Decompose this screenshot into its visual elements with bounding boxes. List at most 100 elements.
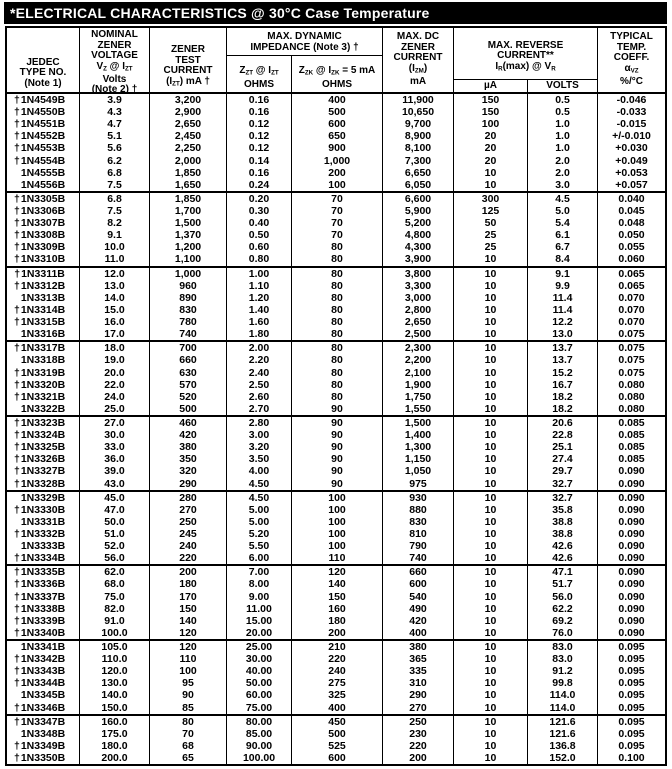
cell-jedec-type: † 1N3337B — [7, 590, 80, 603]
table-row: 1N3345B 140.0 90 60.00 325 290 10 114.0 … — [7, 689, 665, 702]
table-row: † 1N3339B 91.0 140 15.00 180 420 10 69.2 … — [7, 614, 665, 627]
cell-test-current: 630 — [150, 366, 227, 379]
cell-jedec-type: 1N3329B — [7, 491, 80, 504]
table-row: † 1N3319B 20.0 630 2.40 80 2,100 10 15.2 … — [7, 366, 665, 379]
cell-zzk-impedance: 400 — [292, 701, 383, 714]
cell-zzk-impedance: 70 — [292, 217, 383, 230]
cell-temp-coeff: +0.053 — [615, 166, 648, 179]
part-number: † 1N3340B — [13, 626, 66, 639]
part-number: 1N3333B — [20, 540, 66, 553]
cell-nominal-voltage: 100.0 — [80, 626, 150, 639]
table-row: 1N3316B 17.0 740 1.80 80 2,500 10 13.0 0… — [7, 328, 665, 341]
cell-reverse-volts: 27.4 — [528, 453, 598, 466]
cell-jedec-type: † 1N3306B — [7, 205, 80, 218]
cell-reverse-ua: 10 — [454, 614, 528, 627]
header-impedance-group: MAX. DYNAMIC IMPEDANCE (Note 3) † — [227, 28, 383, 56]
dagger-mark: † — [13, 366, 20, 379]
cell-zzk-impedance: 90 — [292, 477, 383, 490]
dagger-mark: † — [13, 578, 20, 591]
cell-max-dc-current: 2,300 — [383, 342, 454, 355]
part-number: 1N3322B — [20, 402, 66, 415]
cell-temp-coeff: 0.095 — [618, 689, 645, 702]
cell-nominal-voltage: 50.0 — [80, 515, 150, 528]
cell-max-dc-current: 2,500 — [383, 328, 454, 341]
cell-test-current: 1,650 — [150, 178, 227, 191]
cell-reverse-ua: 10 — [454, 279, 528, 292]
cell-reverse-volts: 76.0 — [528, 626, 598, 639]
table-row: † 1N3340B 100.0 120 20.00 200 400 10 76.0… — [7, 626, 665, 639]
header-reverse-current-group: MAX. REVERSE CURRENT** IR(max) @ VR — [454, 28, 598, 80]
cell-zzk-impedance: 80 — [292, 316, 383, 329]
table-row: † 1N3346B 150.0 85 75.00 400 270 10 114.0… — [7, 701, 665, 714]
dagger-mark: † — [13, 94, 20, 107]
cell-nominal-voltage: 51.0 — [80, 527, 150, 541]
cell-max-dc-current: 975 — [383, 477, 454, 490]
cell-jedec-type: † 1N3330B — [7, 503, 80, 516]
cell-reverse-volts: 5.0 — [528, 205, 598, 218]
cell-test-current: 68 — [150, 739, 227, 752]
cell-reverse-ua: 10 — [454, 366, 528, 379]
part-number: 1N3318B — [20, 354, 66, 367]
table-row: † 1N3317B 18.0 700 2.00 80 2,300 10 13.7 … — [7, 342, 665, 355]
cell-zzt-impedance: 3.20 — [227, 441, 292, 454]
cell-max-dc-current: 9,700 — [383, 118, 454, 131]
cell-max-dc-current: 250 — [383, 715, 454, 728]
cell-reverse-ua: 10 — [454, 416, 528, 430]
cell-max-dc-current: 8,900 — [383, 130, 454, 143]
cell-temp-coeff: 0.090 — [618, 566, 645, 579]
part-number: † 1N3326B — [13, 453, 66, 466]
cell-jedec-type: † 1N3332B — [7, 527, 80, 541]
cell-zzt-impedance: 5.50 — [227, 540, 292, 553]
cell-jedec-type: † 1N3350B — [7, 751, 80, 765]
cell-test-current: 1,500 — [150, 217, 227, 230]
table-row: † 1N3325B 33.0 380 3.20 90 1,300 10 25.1 … — [7, 441, 665, 454]
dagger-mark: † — [13, 751, 20, 764]
cell-zzt-impedance: 0.24 — [227, 178, 292, 191]
cell-zzk-impedance: 110 — [292, 552, 383, 565]
cell-jedec-type: † 1N3314B — [7, 303, 80, 316]
cell-max-dc-current: 1,500 — [383, 416, 454, 430]
cell-zzt-impedance: 4.50 — [227, 477, 292, 490]
table-row: † 1N4552B 5.1 2,450 0.12 650 8,900 20 1.0… — [7, 130, 665, 143]
part-number: † 1N3337B — [13, 590, 66, 603]
cell-test-current: 1,200 — [150, 241, 227, 254]
cell-nominal-voltage: 8.2 — [80, 217, 150, 230]
cell-zzk-impedance: 140 — [292, 578, 383, 591]
table-row: 1N3313B 14.0 890 1.20 80 3,000 10 11.4 0… — [7, 291, 665, 304]
table-row: † 1N3320B 22.0 570 2.50 80 1,900 10 16.7 … — [7, 378, 665, 391]
cell-reverse-ua: 10 — [454, 477, 528, 490]
cell-test-current: 270 — [150, 503, 227, 516]
cell-temp-coeff: 0.050 — [618, 229, 645, 242]
cell-jedec-type: 1N3333B — [7, 540, 80, 553]
cell-zzk-impedance: 100 — [292, 515, 383, 528]
cell-max-dc-current: 2,800 — [383, 303, 454, 316]
cell-temp-coeff: 0.060 — [618, 253, 645, 266]
dagger-mark: † — [13, 465, 20, 478]
cell-max-dc-current: 7,300 — [383, 154, 454, 167]
cell-reverse-ua: 10 — [454, 429, 528, 442]
cell-zzk-impedance: 220 — [292, 653, 383, 666]
dagger-mark: † — [13, 241, 20, 254]
cell-jedec-type: † 1N3349B — [7, 739, 80, 752]
cell-test-current: 170 — [150, 590, 227, 603]
cell-zzt-impedance: 0.40 — [227, 217, 292, 230]
cell-zzt-impedance: 40.00 — [227, 665, 292, 678]
row-group: † 1N3311B 12.0 1,000 1.00 80 3,800 10 9.1… — [7, 267, 665, 343]
cell-temp-coeff: 0.048 — [618, 217, 645, 230]
cell-temp-coeff: 0.080 — [618, 378, 645, 391]
cell-max-dc-current: 220 — [383, 739, 454, 752]
table-row: † 1N3315B 16.0 780 1.60 80 2,650 10 12.2 … — [7, 316, 665, 329]
cell-nominal-voltage: 120.0 — [80, 665, 150, 678]
table-row: † 1N3338B 82.0 150 11.00 160 490 10 62.2 … — [7, 602, 665, 615]
table-row: † 1N3312B 13.0 960 1.10 80 3,300 10 9.9 0… — [7, 279, 665, 292]
cell-zzk-impedance: 80 — [292, 390, 383, 403]
cell-jedec-type: † 1N4552B — [7, 130, 80, 143]
cell-reverse-ua: 100 — [454, 118, 528, 131]
cell-reverse-volts: 12.2 — [528, 316, 598, 329]
table-row: † 1N3328B 43.0 290 4.50 90 975 10 32.7 0.… — [7, 477, 665, 490]
cell-temp-coeff: 0.090 — [618, 540, 645, 553]
cell-jedec-type: † 1N3308B — [7, 229, 80, 242]
cell-jedec-type: 1N3318B — [7, 354, 80, 367]
part-number: † 1N3339B — [13, 614, 66, 627]
table-row: † 1N3308B 9.1 1,370 0.50 70 4,800 25 6.1 … — [7, 229, 665, 242]
